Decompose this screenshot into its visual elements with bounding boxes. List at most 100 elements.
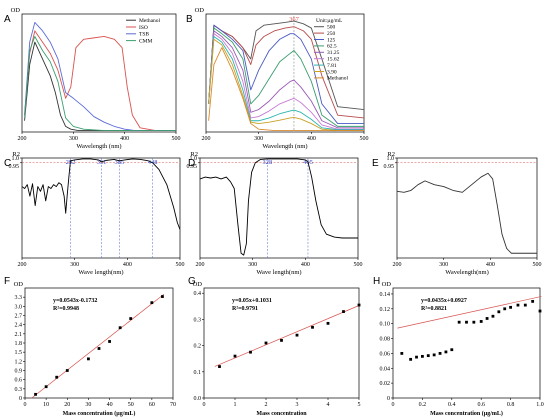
series-line [24,30,176,132]
plot-frame [396,157,538,259]
x-tick-label: 0.4 [448,402,456,408]
data-point [55,375,59,379]
data-point [233,354,237,358]
series-line [208,30,364,129]
y-tick-label: 1.8 [15,341,23,347]
panel-f: F 0 10 20 30 40 50 60 70 0 0.3 0.6 0.9 1.2 1.5 1.8 2.1 2.… [4,276,176,417]
data-point [357,303,361,307]
y-tick-label: 0.1 [194,370,202,376]
x-axis-label: Wavelength (nm) [262,143,307,150]
y-tick-label: 1.0 [190,156,198,162]
x-tick-label: 0.2 [419,402,427,408]
panel-label: H [373,276,380,287]
x-tick-label: 40 [107,402,113,408]
fit-equation: y=0.0543x-0.1732 [53,298,97,304]
data-point [129,317,133,320]
y-tick-label: 0 [19,396,22,402]
y-tick-label: 0.6 [15,378,23,384]
y-tick-label: 3.3 [15,295,23,301]
x-tick-label: 3 [296,402,299,408]
panel-label: F [4,276,10,287]
panel-label: C [4,158,11,169]
data-point [264,341,268,345]
data-point [65,369,69,372]
series-line [208,24,364,119]
y-tick-label: 0.2 [194,344,202,350]
legend-entry: ISO [139,25,148,31]
series-lines [208,20,364,132]
x-tick-label: 300 [248,262,257,268]
data-point [108,340,111,343]
series-line [208,47,364,132]
x-tick-label: 300 [69,136,78,142]
series-line [24,41,176,132]
x-tick-label: 200 [18,136,27,142]
x-tick-label: 200 [18,262,27,268]
plot-frame [21,157,181,259]
panel-label: A [4,14,11,25]
reference-line-label: 351 [97,159,107,166]
panel-e: E 200 300 400 500 1.0 0.95 R2 Wavelength(nm) [372,151,542,276]
x-axis-label: Mass concentration (µg/mL) [63,410,136,417]
data-point [465,320,468,324]
x-tick-label: 300 [439,262,448,268]
x-tick-label: 200 [202,136,211,142]
y-tick-label: 2.4 [15,323,23,329]
panel-d: D 200 300 400 500 1.0 0.95 R2 Wave length(nm) 328… [187,151,363,276]
series-line [208,36,364,131]
x-axis-label: Mass concentration [256,411,307,417]
data-point [342,310,345,313]
x-tick-label: 500 [172,136,181,142]
data-point [249,350,252,354]
y-tick-label: 0.14 [380,292,391,298]
y-tick-label: 0.10 [380,322,391,328]
fit-line [214,304,361,367]
reference-line-label: 328 [263,159,273,166]
series-lines [24,21,176,132]
y-tick-label: 1.0 [12,156,20,162]
y-tick-label: 0 [387,396,390,402]
data-point [311,325,314,329]
data-point [503,307,507,311]
y-tick-label: 0.95 [9,164,20,170]
data-point [280,338,283,342]
data-point [34,392,37,396]
series-line [208,33,364,130]
x-tick-label: 0.6 [477,402,485,408]
y-axis-label: R2 [190,151,198,158]
fit-r2: R²=0.9948 [53,306,79,312]
y-tick-label: 3.0 [15,304,23,310]
x-axis-label: Wave length(nm) [78,269,123,276]
data-point [444,350,448,354]
y-tick-label: 0.3 [15,387,23,393]
x-axis-label: Wave length(nm) [256,269,301,276]
data-point [497,310,501,314]
legend-entry: TSB [139,32,149,38]
legend-entry: 125 [327,37,336,43]
y-axis-label: R2 [387,151,395,158]
x-tick-label: 200 [196,262,205,268]
fit-line [30,294,165,399]
legend-entry: 500 [327,25,336,31]
data-point [421,354,424,358]
y-axis-label: OD [382,281,392,288]
data-point [516,303,520,307]
fit-r2: R²=0.8821 [421,306,447,312]
data-point [218,365,221,368]
data-point [485,317,489,320]
panel-label: B [186,14,193,25]
y-tick-label: 2.7 [15,314,23,320]
x-tick-label: 400 [301,262,310,268]
y-tick-label: 0.9 [15,369,23,375]
y-tick-label: 0.95 [384,164,395,170]
series-lines [22,158,180,230]
plot-frame [392,287,541,399]
x-tick-label: 400 [120,136,129,142]
legend-entry: 62.5 [327,44,337,50]
peak-label: 367 [289,16,300,23]
x-tick-label: 300 [70,262,79,268]
plot-frame [205,13,365,133]
series-line [208,38,364,132]
